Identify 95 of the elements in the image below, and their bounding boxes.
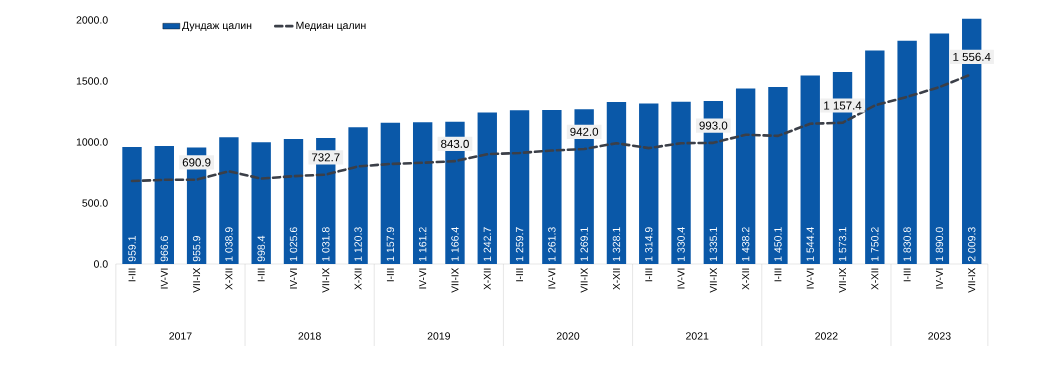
text: 2019 <box>427 332 450 340</box>
x-tick-label: VII-IX <box>193 267 201 293</box>
bar <box>897 40 917 264</box>
x-tick-label: IV-VI <box>160 268 168 289</box>
data-label: 1 335.1 <box>709 227 718 261</box>
bar <box>251 142 271 264</box>
data-label: 843.0 <box>441 139 469 148</box>
bar <box>865 50 885 264</box>
x-tick-label: I-III <box>128 268 136 282</box>
y-tick-label: 500.0 <box>82 199 108 207</box>
x-tick-label: I-III <box>903 268 911 282</box>
data-label: 942.0 <box>570 127 599 136</box>
text: 2021 <box>686 332 709 340</box>
bar <box>477 112 497 264</box>
data-label: 1 890.0 <box>935 227 944 261</box>
bar <box>509 110 530 264</box>
bar <box>606 101 627 264</box>
bar <box>219 137 239 264</box>
bar <box>348 127 368 264</box>
y-tick-label: 2000.0 <box>76 16 108 24</box>
bar <box>380 122 401 264</box>
data-label: 1 750.2 <box>871 227 879 261</box>
x-tick-label: IV-VI <box>419 268 427 289</box>
bar <box>542 110 562 264</box>
data-label: 1 556.4 <box>953 52 991 61</box>
data-label: 1 166.4 <box>451 227 459 261</box>
data-label: 1 038.9 <box>225 227 233 261</box>
data-label: 1 025.6 <box>289 227 298 261</box>
x-tick-label: I-III <box>774 268 782 282</box>
data-label: 1 438.2 <box>741 227 750 261</box>
x-tick-label: VII-IX <box>709 267 717 293</box>
data-label: 1 120.3 <box>354 227 362 261</box>
x-tick-label: VII-IX <box>839 267 846 293</box>
x-tick-label: IV-VI <box>677 268 685 289</box>
data-label: 1 269.1 <box>580 227 588 261</box>
data-label: 959.1 <box>128 236 136 262</box>
text: 2023 <box>928 332 951 340</box>
bar <box>768 87 788 264</box>
text: 2020 <box>556 332 580 340</box>
data-label: 966.6 <box>160 235 169 262</box>
text: 2022 <box>815 332 838 340</box>
data-label: 1 544.4 <box>806 227 814 261</box>
bar <box>283 138 304 264</box>
data-label: 1 157.9 <box>386 227 395 261</box>
data-label: 2 009.3 <box>968 227 976 262</box>
x-tick-label: X-XII <box>354 268 362 290</box>
x-tick-label: IV-VI <box>548 268 556 289</box>
bar <box>735 88 756 264</box>
x-tick-label: IV-VI <box>806 268 814 289</box>
x-tick-label: X-XII <box>742 268 750 290</box>
legend-label: Дундаж цалин <box>182 21 252 32</box>
x-tick-label: I-III <box>516 268 523 282</box>
data-label: 1 261.3 <box>548 227 556 261</box>
x-tick-label: I-III <box>257 268 265 282</box>
y-tick-label: 1000.0 <box>76 138 108 146</box>
x-tick-label: VII-IX <box>580 267 588 293</box>
y-tick-label: 0.0 <box>93 260 108 268</box>
x-tick-label: X-XII <box>613 268 620 290</box>
data-label: 1 031.8 <box>322 227 330 261</box>
x-tick-label: I-III <box>386 268 394 282</box>
x-tick-label: VII-IX <box>451 267 459 293</box>
data-label: 1 328.1 <box>612 227 621 261</box>
x-tick-label: VII-IX <box>968 267 976 293</box>
x-tick-label: I-III <box>645 268 653 282</box>
data-label: 1 830.8 <box>903 227 911 261</box>
x-tick-label: IV-VI <box>935 268 943 289</box>
data-label: 998.4 <box>257 235 265 262</box>
bar <box>154 146 174 264</box>
data-label: 993.0 <box>699 121 728 130</box>
data-label: 1 242.7 <box>483 227 491 261</box>
bar <box>412 122 433 264</box>
bar <box>800 75 820 264</box>
y-tick-label: 1500.0 <box>76 77 108 85</box>
bar <box>639 103 659 264</box>
x-tick-label: X-XII <box>483 268 491 290</box>
text: 2018 <box>298 332 321 340</box>
data-label: 1 314.9 <box>645 227 653 261</box>
bar <box>671 101 691 264</box>
data-label: 1 450.1 <box>774 227 782 261</box>
data-label: 1 330.4 <box>677 227 685 261</box>
x-tick-label: IV-VI <box>290 268 297 289</box>
legend-label: Медиан цалин <box>296 21 366 32</box>
x-tick-label: VII-IX <box>322 267 330 293</box>
x-tick-label: X-XII <box>871 268 879 290</box>
data-label: 1 161.2 <box>418 227 427 261</box>
data-label: 1 157.4 <box>824 101 862 110</box>
data-label: 1 259.7 <box>515 227 524 261</box>
data-label: 732.7 <box>311 153 340 162</box>
data-label: 1 573.1 <box>838 227 847 261</box>
bar <box>122 146 142 264</box>
bar <box>929 33 950 264</box>
data-label: 690.9 <box>182 158 211 167</box>
x-tick-label: X-XII <box>225 268 233 290</box>
data-label: 955.9 <box>192 236 201 262</box>
text: 2017 <box>169 332 192 340</box>
